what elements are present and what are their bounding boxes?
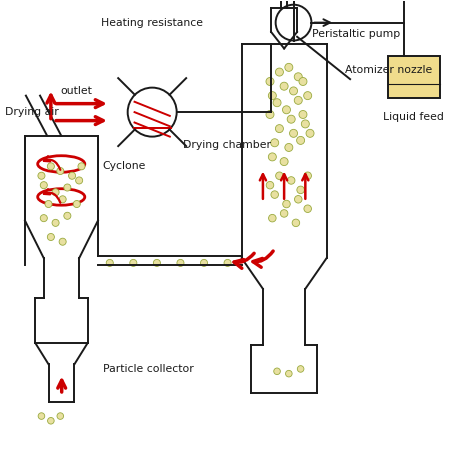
Circle shape [297,137,305,145]
Circle shape [304,91,312,100]
Circle shape [47,163,55,170]
Circle shape [280,210,288,217]
Circle shape [275,125,283,133]
Circle shape [177,259,184,266]
Text: Atomizer nozzle: Atomizer nozzle [346,65,433,75]
Circle shape [266,77,274,85]
Circle shape [274,368,280,374]
Circle shape [287,115,295,123]
Circle shape [38,172,45,179]
Circle shape [273,99,281,107]
Circle shape [285,64,293,72]
Circle shape [45,201,52,208]
Circle shape [52,219,59,227]
Text: Drying chamber: Drying chamber [183,140,271,150]
Circle shape [294,196,302,203]
Circle shape [294,96,302,104]
Circle shape [47,234,55,240]
Circle shape [283,200,290,208]
Circle shape [304,205,311,212]
Text: Particle collector: Particle collector [103,364,193,374]
Circle shape [59,238,66,245]
Circle shape [306,129,314,137]
Circle shape [268,91,276,100]
Circle shape [266,110,274,118]
Circle shape [269,214,276,222]
Circle shape [38,413,45,419]
Circle shape [64,212,71,219]
Circle shape [69,172,76,179]
Circle shape [201,259,208,266]
Circle shape [299,110,307,118]
Text: Peristaltic pump: Peristaltic pump [312,29,401,39]
Circle shape [280,157,288,165]
Circle shape [154,259,160,266]
Circle shape [271,139,279,147]
Circle shape [290,87,298,95]
Circle shape [59,196,66,203]
Text: Liquid feed: Liquid feed [383,112,444,122]
Text: Heating resistance: Heating resistance [101,18,203,27]
Circle shape [76,177,82,184]
Circle shape [73,201,80,208]
Circle shape [47,418,54,424]
Circle shape [280,82,288,90]
Circle shape [266,182,274,189]
Circle shape [290,129,298,137]
Circle shape [299,77,307,85]
Text: outlet: outlet [60,86,92,96]
Circle shape [64,184,71,191]
Circle shape [106,259,113,266]
Circle shape [285,370,292,377]
Circle shape [52,189,59,196]
Circle shape [130,259,137,266]
Circle shape [271,191,278,198]
Circle shape [301,120,310,128]
Text: Cyclone: Cyclone [103,161,146,171]
Circle shape [268,153,276,161]
Circle shape [276,172,283,180]
Circle shape [40,182,47,189]
Circle shape [275,68,283,76]
Bar [388,55,439,98]
Circle shape [224,259,231,266]
Circle shape [40,215,47,222]
Circle shape [78,163,85,170]
Circle shape [304,172,311,180]
Circle shape [283,106,291,114]
Circle shape [292,219,300,227]
Circle shape [57,413,64,419]
Circle shape [297,186,304,194]
Circle shape [285,144,293,152]
Text: Drying air: Drying air [5,107,59,117]
Circle shape [297,365,304,372]
Circle shape [287,177,295,184]
Circle shape [294,73,302,81]
Circle shape [57,167,64,174]
